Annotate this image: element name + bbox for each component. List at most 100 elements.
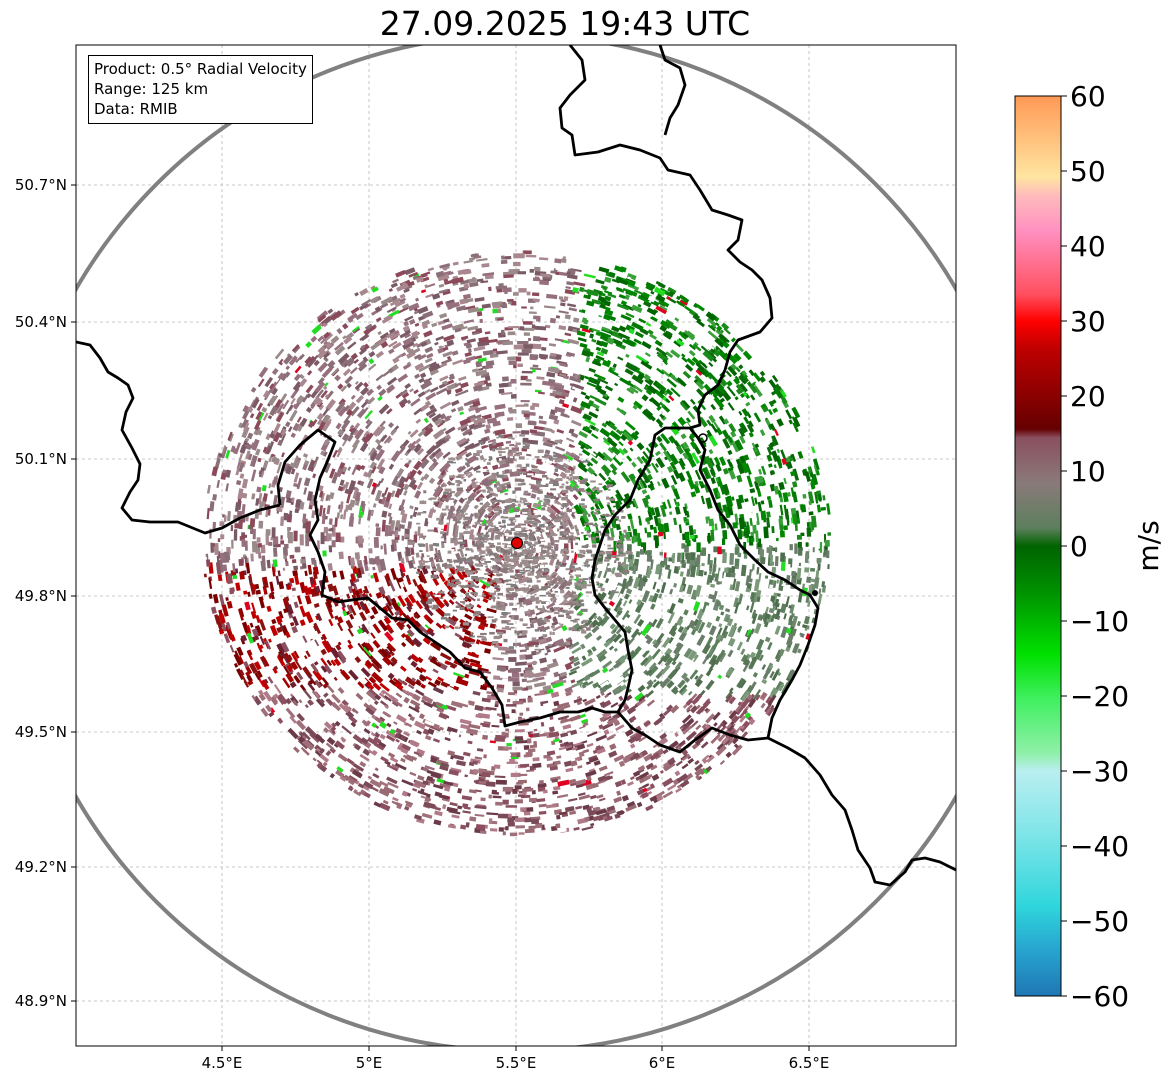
echo-gate (417, 391, 426, 398)
echo-gate (595, 694, 601, 700)
echo-gate (666, 608, 671, 613)
echo-gate (378, 741, 387, 748)
echo-gate (716, 325, 723, 332)
echo-gate (271, 527, 276, 538)
echo-gate (336, 512, 341, 519)
echo-gate (387, 781, 399, 789)
echo-gate (623, 493, 634, 506)
echo-gate (749, 488, 756, 494)
echo-gate (769, 554, 774, 565)
echo-gate (473, 345, 486, 352)
echo-gate (448, 599, 455, 605)
echo-gate (280, 428, 287, 436)
echo-gate (791, 406, 801, 419)
echo-gate (649, 662, 657, 671)
echo-gate (413, 622, 420, 630)
echo-gate (258, 467, 265, 478)
echo-gate (397, 678, 407, 686)
echo-gate (564, 314, 571, 320)
echo-gate (255, 411, 264, 421)
echo-gate (413, 460, 423, 471)
echo-gate (458, 376, 467, 382)
echo-gate (497, 308, 502, 314)
echo-gate (528, 825, 536, 830)
echo-gate (734, 396, 739, 401)
echo-gate (553, 785, 561, 791)
echo-gate (722, 401, 731, 409)
echo-gate (354, 656, 362, 664)
echo-gate (314, 585, 321, 593)
echo-gate (548, 726, 555, 732)
echo-gate (646, 699, 655, 707)
echo-gate (383, 487, 389, 496)
echo-gate (446, 617, 457, 627)
echo-gate (487, 438, 496, 444)
echo-gate (299, 417, 308, 427)
echo-gate (251, 541, 257, 553)
echo-gate (510, 772, 521, 778)
echo-gate (667, 783, 677, 791)
echo-gate (683, 676, 691, 683)
echo-gate (588, 411, 599, 419)
echo-gate (469, 257, 475, 261)
echo-gate (566, 351, 576, 357)
echo-gate (654, 389, 666, 401)
echo-gate (511, 709, 516, 714)
echo-gate (806, 527, 812, 537)
echo-gate (332, 449, 339, 458)
echo-gate (485, 781, 496, 787)
echo-gate (622, 578, 628, 583)
echo-gate (539, 666, 548, 672)
echo-gate (313, 661, 319, 666)
echo-gate (329, 773, 336, 779)
echo-gate (429, 658, 442, 668)
echo-gate (689, 776, 698, 784)
echo-gate (608, 422, 618, 431)
echo-gate (291, 344, 300, 352)
echo-gate (790, 612, 795, 618)
echo-gate (560, 258, 567, 264)
echo-gate (736, 459, 742, 467)
echo-gate (299, 619, 306, 627)
echo-gate (783, 613, 787, 620)
echo-gate (472, 331, 480, 336)
echo-gate (587, 809, 598, 817)
echo-gate (517, 341, 529, 345)
echo-gate (722, 341, 730, 349)
echo-gate (575, 778, 587, 786)
echo-gate (251, 493, 256, 500)
echo-gate (240, 673, 248, 685)
echo-gate (434, 679, 442, 686)
echo-gate (658, 593, 663, 599)
echo-gate (553, 700, 560, 707)
echo-gate (355, 692, 364, 701)
echo-gate (463, 283, 470, 289)
echo-gate (637, 372, 645, 380)
echo-gate (536, 458, 542, 463)
echo-gate (269, 383, 275, 390)
echo-gate (463, 259, 474, 264)
echo-gate (265, 534, 269, 546)
echo-gate (509, 409, 517, 414)
echo-gate (388, 503, 393, 510)
echo-gate (424, 606, 434, 617)
echo-gate (484, 428, 491, 434)
echo-gate (354, 768, 360, 774)
echo-gate (518, 288, 527, 293)
echo-gate (678, 687, 688, 696)
echo-gate (696, 634, 706, 647)
echo-gate (474, 296, 485, 303)
echo-gate (527, 420, 537, 426)
echo-gate (806, 522, 810, 528)
echo-gate (625, 368, 634, 376)
echo-gate (437, 273, 450, 282)
echo-gate (686, 568, 691, 577)
echo-gate (647, 295, 656, 303)
echo-gate (500, 329, 505, 335)
echo-gate (279, 651, 286, 658)
echo-gate (423, 613, 429, 620)
echo-gate (740, 731, 749, 739)
echo-gate (263, 586, 267, 594)
echo-gate (456, 675, 463, 682)
echo-gate (269, 592, 273, 597)
